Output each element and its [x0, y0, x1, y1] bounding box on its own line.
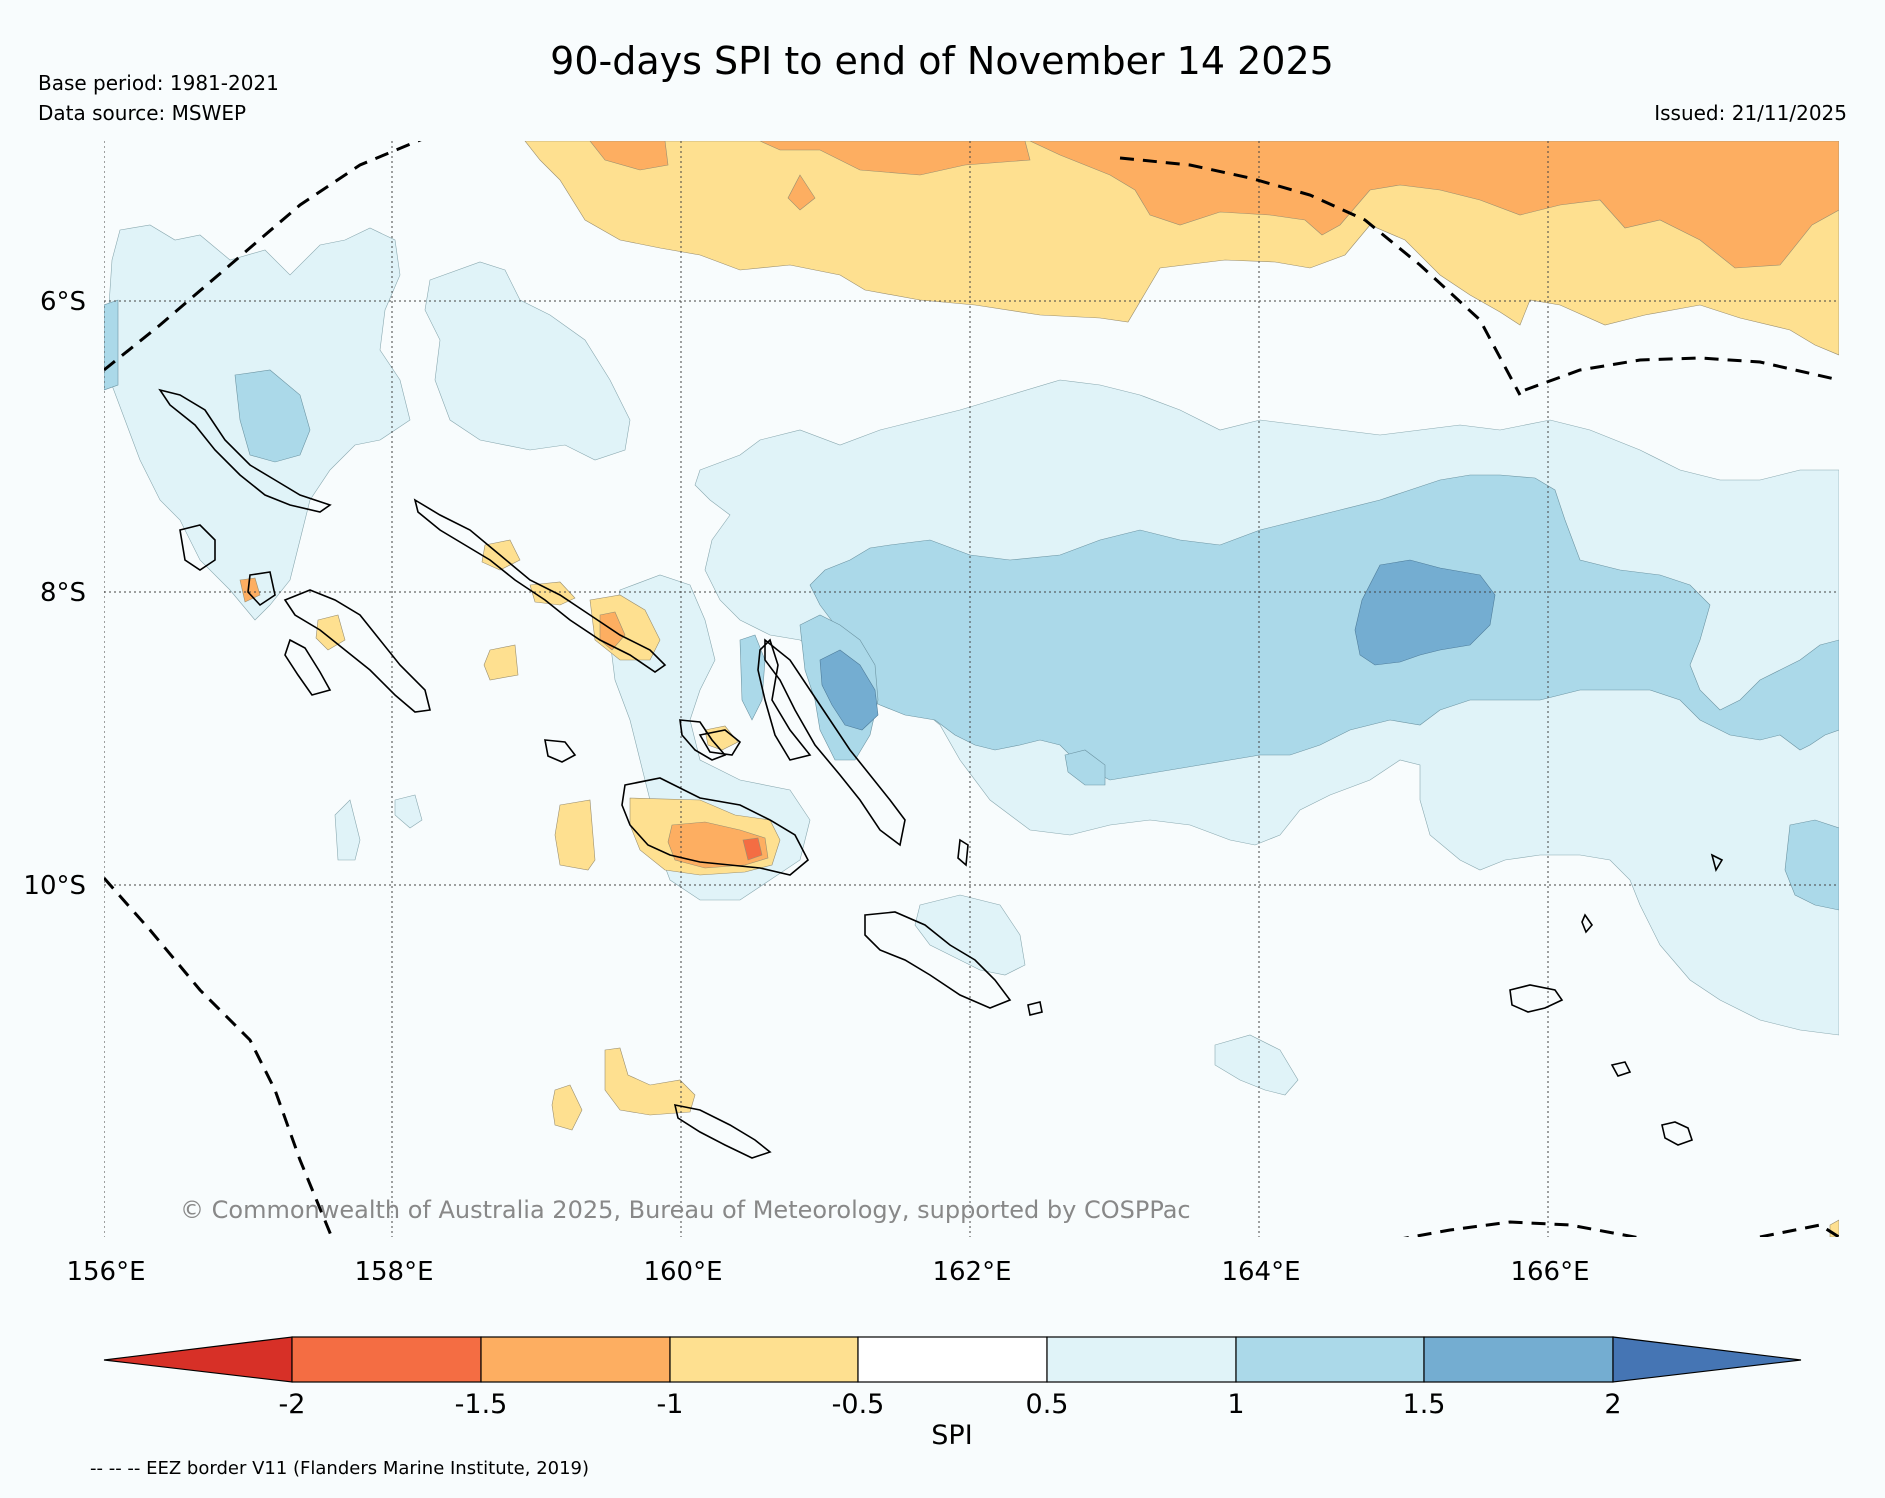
island-santa-isabel	[764, 638, 906, 847]
colorbar-tick: -0.5	[832, 1389, 885, 1420]
colorbar-bin	[291, 1336, 482, 1383]
colorbar-bin	[669, 1336, 859, 1383]
colorbar-bin	[857, 1336, 1048, 1383]
lon-label: 162°E	[932, 1257, 1011, 1287]
island-temotu-1	[1509, 984, 1564, 1013]
lat-label: 8°S	[40, 578, 86, 608]
dry-patch-strong-2	[759, 141, 1031, 176]
issued-date-label: Issued: 21/11/2025	[1654, 101, 1847, 125]
dry-moderate-patch-6	[483, 644, 519, 681]
colorbar-bin	[1423, 1336, 1614, 1383]
wet-moderate-patch-south	[1064, 749, 1106, 786]
wet-light-patch-small-2	[394, 794, 423, 829]
colorbar-tick: -1	[657, 1389, 684, 1420]
dry-moderate-patch-8	[604, 1047, 696, 1116]
copyright-text: © Commonwealth of Australia 2025, Bureau…	[180, 1196, 1191, 1224]
wet-moderate-band-east	[809, 474, 1839, 781]
colorbar-extend-high	[1612, 1336, 1802, 1383]
wet-moderate-patch-nw	[234, 369, 311, 463]
island-shortland-group	[179, 524, 216, 571]
island-new-georgia	[284, 638, 332, 696]
eez-legend-note: -- -- -- EEZ border V11 (Flanders Marine…	[90, 1458, 589, 1479]
colorbar-bin	[1235, 1336, 1425, 1383]
island-small-4	[1027, 1001, 1043, 1016]
dry-patch-strong-4	[1029, 141, 1839, 269]
lon-label: 166°E	[1510, 1257, 1589, 1287]
lon-label: 158°E	[354, 1257, 433, 1287]
wet-moderate-patch-west-edge	[104, 299, 119, 391]
lon-label: 160°E	[643, 1257, 722, 1287]
dry-patch-strong-3	[787, 174, 816, 211]
dry-moderate-patch-11	[315, 614, 346, 651]
wet-strong-core-centre	[819, 649, 879, 731]
wet-light-patch-south	[914, 894, 1026, 976]
wet-light-patch-north-mid	[424, 261, 631, 461]
island-ndai	[544, 739, 577, 763]
island-florida	[698, 729, 742, 756]
graticule	[104, 141, 1839, 1237]
wet-light-patch-small-1	[334, 799, 361, 861]
colorbar-bin	[480, 1336, 671, 1383]
lon-label: 156°E	[66, 1257, 145, 1287]
island-malaita-west	[757, 638, 812, 761]
map-title: 90-days SPI to end of November 14 2025	[550, 39, 1334, 83]
wet-moderate-patch-far-east	[1784, 819, 1839, 911]
wet-strong-core-east	[1354, 559, 1496, 666]
lat-label: 10°S	[23, 871, 86, 901]
island-small-1	[957, 838, 969, 867]
dry-patch-strong-1	[589, 141, 669, 171]
colorbar-tick: 1	[1227, 1389, 1244, 1420]
colorbar-tick: -1.5	[455, 1389, 508, 1420]
longitude-labels: 156°E 158°E 160°E 162°E 164°E 166°E	[66, 1257, 1589, 1287]
colorbar-tick: -2	[279, 1389, 306, 1420]
island-temotu-2	[1661, 1121, 1694, 1146]
colorbar-bin	[1046, 1336, 1237, 1383]
base-period-label: Base period: 1981-2021	[38, 71, 279, 95]
colorbar-tick: 2	[1604, 1389, 1621, 1420]
island-choiseul	[413, 498, 667, 673]
data-source-label: Data source: MSWEP	[38, 101, 246, 125]
lat-label: 6°S	[40, 287, 86, 317]
island-small-2	[1581, 913, 1594, 934]
dry-strong-patch-south	[667, 821, 769, 869]
map-area: © Commonwealth of Australia 2025, Bureau…	[104, 141, 1839, 1237]
colorbar: -2 -1.5 -1 -0.5 0.5 1 1.5 2 SPI	[103, 1336, 1802, 1451]
island-small-3	[1710, 853, 1724, 873]
island-guadalcanal	[621, 777, 810, 876]
dry-moderate-patch-5	[529, 581, 576, 606]
island-temotu-3	[1610, 1061, 1632, 1077]
colorbar-tick: 0.5	[1026, 1389, 1069, 1420]
dry-moderate-patch-9	[551, 1084, 583, 1131]
island-makira	[864, 911, 1012, 1009]
island-rennell	[673, 1103, 772, 1159]
colorbar-ticks: -2 -1.5 -1 -0.5 0.5 1 1.5 2	[279, 1389, 1622, 1420]
island-shortland-2	[247, 571, 276, 607]
dry-moderate-patch-1	[554, 799, 596, 871]
colorbar-extend-low	[103, 1336, 293, 1383]
colorbar-tick: 1.5	[1403, 1389, 1446, 1420]
island-russell	[679, 719, 727, 761]
dry-extreme-patch	[742, 837, 763, 861]
lon-label: 164°E	[1221, 1257, 1300, 1287]
coastlines	[158, 388, 1724, 1159]
island-vella-lavella	[283, 589, 431, 713]
island-bougainville	[158, 388, 332, 513]
colorbar-label: SPI	[931, 1420, 972, 1451]
dry-strong-patch-2	[599, 611, 626, 651]
latitude-labels: 6°S 8°S 10°S	[23, 287, 86, 901]
eez-border-lines	[104, 141, 1839, 1237]
wet-light-patch-se	[1214, 1034, 1299, 1096]
